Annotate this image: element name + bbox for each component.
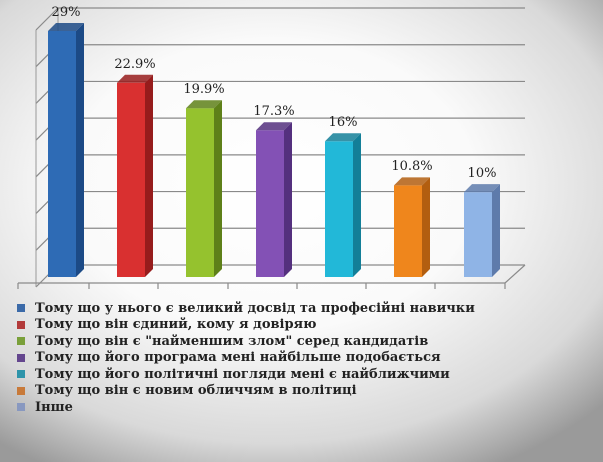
legend-item: Тому що його програма мені найбільше под… bbox=[17, 350, 475, 367]
bar bbox=[464, 184, 500, 277]
bar-chart: 29% 22.9% 19.9% 17.3% 16% 10.8% 10% bbox=[17, 5, 526, 289]
legend-label: Інше bbox=[35, 399, 73, 415]
chart-plot-area bbox=[17, 7, 526, 289]
legend-swatch-icon bbox=[17, 337, 25, 346]
legend-item: Тому що він є новим обличчям в політиці bbox=[17, 383, 475, 400]
floor-right-edge bbox=[504, 264, 526, 284]
bar bbox=[394, 177, 430, 277]
legend-label: Тому що він є новим обличчям в політиці bbox=[35, 383, 357, 399]
legend-label: Тому що у нього є великий досвід та проф… bbox=[35, 300, 475, 316]
legend-item: Тому що у нього є великий досвід та проф… bbox=[17, 300, 475, 317]
legend-swatch-icon bbox=[17, 370, 25, 379]
legend-item: Тому що він є "найменшим злом" серед кан… bbox=[17, 333, 475, 350]
bar bbox=[256, 122, 292, 277]
legend-swatch-icon bbox=[17, 304, 25, 313]
bar bbox=[325, 133, 361, 277]
legend-label: Тому що він є "найменшим злом" серед кан… bbox=[35, 333, 429, 349]
bar bbox=[48, 23, 84, 277]
legend-swatch-icon bbox=[17, 353, 25, 362]
bar-value-label: 16% bbox=[328, 115, 358, 131]
bar-value-label: 29% bbox=[51, 5, 81, 20]
legend-label: Тому що його політичні погляди мені є на… bbox=[35, 366, 450, 382]
bar-value-label: 22.9% bbox=[114, 56, 156, 72]
bar bbox=[117, 74, 153, 277]
bar-value-label: 17.3% bbox=[253, 104, 295, 120]
legend-item: Тому що він єдиний, кому я довіряю bbox=[17, 317, 475, 334]
legend-item: Тому що його політичні погляди мені є на… bbox=[17, 366, 475, 383]
bar-value-label: 10.8% bbox=[391, 159, 433, 175]
side-gridline bbox=[35, 7, 59, 31]
legend-item: Інше bbox=[17, 399, 475, 416]
legend-label: Тому що його програма мені найбільше под… bbox=[35, 350, 441, 366]
legend-swatch-icon bbox=[17, 320, 25, 329]
legend-swatch-icon bbox=[17, 386, 25, 395]
legend-swatch-icon bbox=[17, 403, 25, 412]
legend-label: Тому що він єдиний, кому я довіряю bbox=[35, 317, 317, 333]
chart-legend: Тому що у нього є великий досвід та проф… bbox=[17, 300, 475, 416]
bar-value-label: 10% bbox=[467, 166, 497, 182]
bar-value-label: 19.9% bbox=[183, 82, 225, 98]
bar bbox=[186, 100, 222, 277]
